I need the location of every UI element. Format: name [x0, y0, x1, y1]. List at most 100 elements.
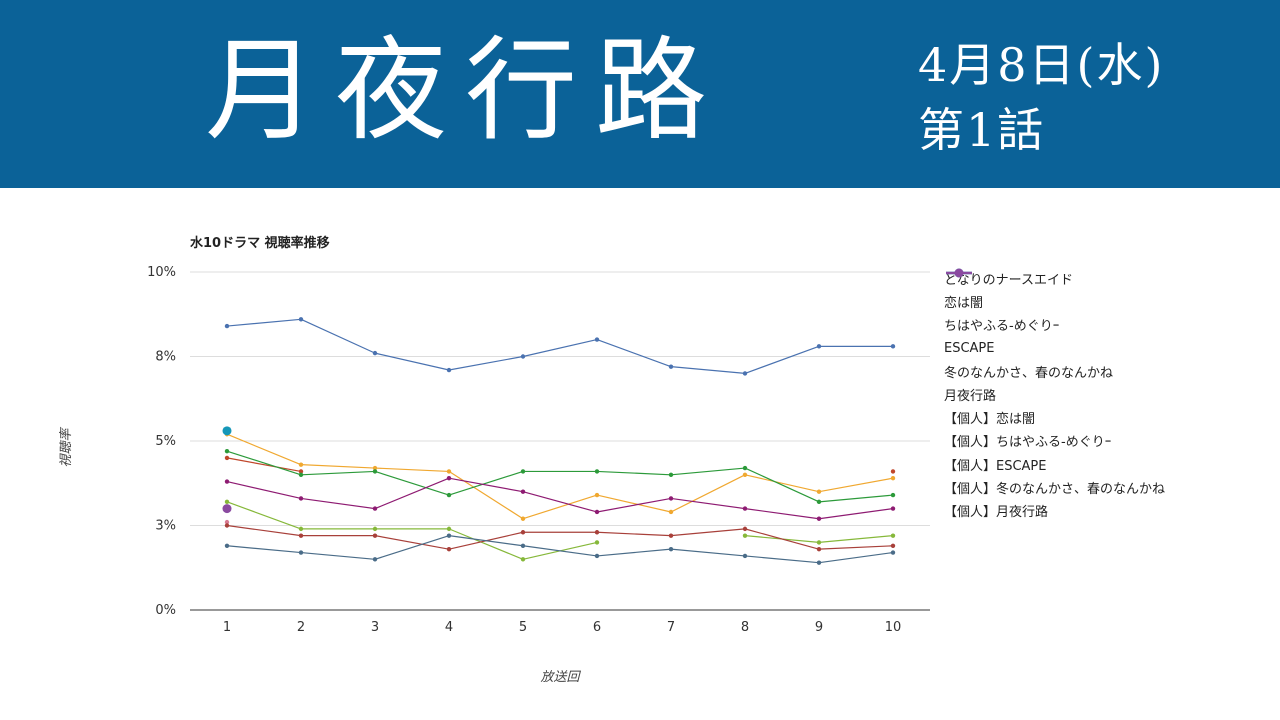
- legend-item: 【個人】ESCAPE: [944, 270, 1274, 476]
- data-point: [890, 533, 896, 538]
- y-tick-label: 10%: [147, 265, 176, 280]
- data-point: [224, 519, 230, 525]
- legend-item: となりのナースエイド: [944, 267, 1274, 290]
- data-point: [224, 543, 230, 548]
- data-point: [372, 469, 378, 474]
- data-point: [224, 499, 230, 505]
- data-point: [890, 492, 896, 498]
- data-point: [594, 530, 600, 535]
- data-point: [594, 492, 600, 498]
- data-point: [224, 479, 230, 484]
- legend-item: 月夜行路: [944, 268, 1274, 406]
- data-point: [520, 557, 526, 562]
- x-tick-label: 5: [519, 620, 527, 635]
- data-point: [372, 557, 378, 562]
- data-point: [742, 526, 748, 532]
- data-point: [816, 560, 822, 565]
- data-point: [446, 475, 452, 481]
- data-point: [372, 533, 378, 538]
- y-tick-label: 8%: [155, 350, 176, 365]
- data-point: [224, 523, 230, 528]
- data-point: [742, 472, 748, 477]
- data-point: [298, 496, 304, 501]
- data-point: [594, 509, 600, 515]
- data-point: [742, 506, 748, 511]
- series-line: [226, 535, 894, 564]
- legend-item: ESCAPE: [944, 270, 1274, 360]
- data-point: [594, 469, 600, 474]
- legend-label: 【個人】ちはやふる-めぐりｰ: [944, 435, 1112, 451]
- data-point: [742, 553, 748, 559]
- x-tick-label: 4: [445, 620, 453, 635]
- data-point: [890, 469, 896, 474]
- data-point: [224, 448, 230, 454]
- legend-item: 【個人】ちはやふる-めぐりｰ: [944, 270, 1274, 452]
- chart-title: 水10ドラマ 視聴率推移: [190, 236, 330, 251]
- y-tick-label: 5%: [155, 434, 176, 449]
- data-point: [890, 550, 896, 555]
- data-point: [816, 499, 822, 505]
- data-point: [298, 317, 304, 322]
- legend-label: 【個人】ESCAPE: [944, 458, 1047, 474]
- legend-item: 【個人】恋は闇: [944, 270, 1274, 429]
- data-point: [520, 530, 526, 535]
- data-point: [520, 469, 526, 474]
- data-point: [520, 543, 526, 548]
- data-point: [668, 472, 674, 477]
- series-line: [226, 501, 598, 560]
- data-point: [446, 546, 452, 552]
- legend-item: 【個人】月夜行路: [944, 268, 1274, 522]
- data-point: [668, 364, 674, 369]
- data-point: [890, 475, 896, 481]
- data-point: [816, 546, 822, 552]
- data-point: [298, 526, 304, 532]
- data-point: [816, 489, 822, 494]
- x-tick-label: 6: [593, 620, 601, 635]
- broadcast-date: 4月8日(水): [918, 38, 1165, 92]
- data-point: [890, 344, 896, 349]
- data-point: [594, 337, 600, 342]
- legend-label: 冬のなんかさ、春のなんかね: [944, 365, 1114, 381]
- legend-item: 冬のなんかさ、春のなんかね: [944, 270, 1274, 383]
- legend-label: 【個人】恋は闇: [944, 412, 1036, 428]
- data-point: [298, 469, 304, 474]
- legend-item: 恋は闇: [944, 270, 1274, 313]
- x-tick-label: 9: [815, 620, 823, 635]
- series-line: [226, 524, 894, 550]
- x-tick-label: 10: [885, 620, 902, 635]
- legend-label: 【個人】冬のなんかさ、春のなんかね: [944, 481, 1166, 497]
- data-point: [742, 465, 748, 471]
- data-point: [298, 550, 304, 555]
- data-point: [372, 506, 378, 511]
- data-point: [222, 504, 232, 514]
- data-point: [742, 533, 748, 538]
- x-axis-label: 放送回: [540, 670, 580, 685]
- data-point: [668, 509, 674, 515]
- legend-label: 月夜行路: [944, 389, 997, 405]
- data-point: [446, 492, 452, 498]
- legend-swatch: [946, 268, 972, 278]
- data-point: [594, 540, 600, 545]
- data-point: [520, 354, 526, 359]
- episode-number: 第1話: [918, 103, 1046, 157]
- data-point: [298, 462, 304, 467]
- data-point: [742, 371, 748, 376]
- legend-label: ESCAPE: [944, 340, 995, 356]
- legend-item: 【個人】冬のなんかさ、春のなんかね: [944, 270, 1274, 499]
- data-point: [890, 506, 896, 511]
- data-point: [298, 533, 304, 538]
- y-tick-label: 0%: [155, 603, 176, 618]
- series-line: [226, 450, 894, 503]
- data-point: [890, 543, 896, 548]
- header-banner: 月夜行路 4月8日(水) 第1話: [0, 0, 1280, 188]
- data-point: [520, 489, 526, 494]
- legend-label: となりのナースエイド: [944, 273, 1073, 289]
- legend-label: ちはやふる-めぐりｰ: [944, 319, 1060, 335]
- data-point: [372, 465, 378, 471]
- data-point: [372, 526, 378, 532]
- data-point: [446, 526, 452, 532]
- data-point: [668, 533, 674, 538]
- data-point: [594, 553, 600, 559]
- x-tick-label: 3: [371, 620, 379, 635]
- chart-legend: となりのナースエイド 恋は闇ちはやふる-めぐりｰ ESCAPE 冬のなんかさ、春のなん…: [944, 267, 1274, 522]
